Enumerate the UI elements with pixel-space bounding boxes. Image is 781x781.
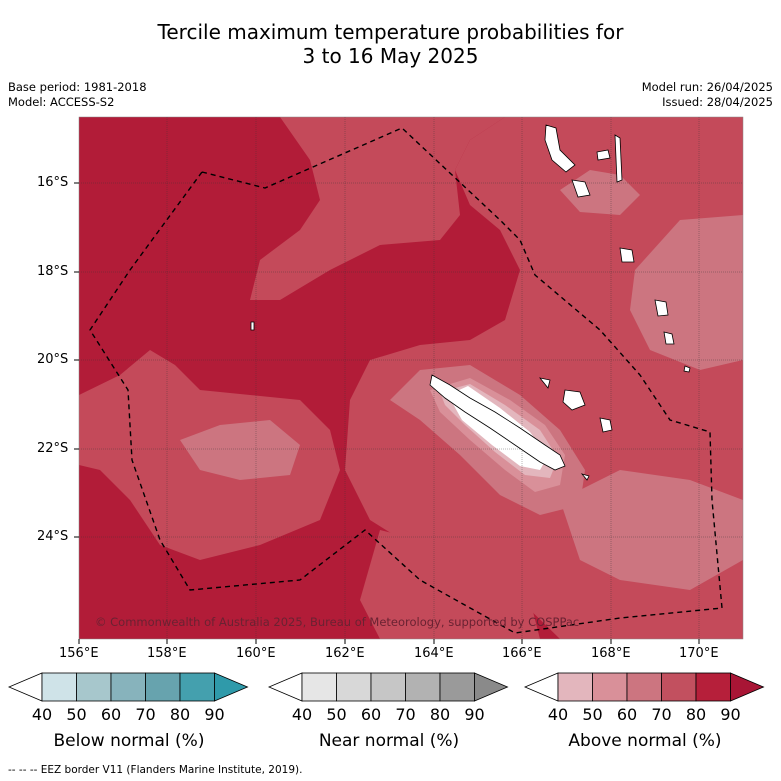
vanuatu-efate	[614, 134, 623, 183]
model-name: Model: ACCESS-S2	[8, 95, 115, 109]
vanuatu-tanna	[619, 247, 635, 263]
lat-tick: 24°S	[37, 529, 69, 544]
near-normal-label: Near normal (%)	[318, 731, 460, 751]
near-normal-colorbar-tick: 60	[360, 705, 382, 724]
vanuatu-islands	[596, 149, 611, 161]
map-title-line1: Tercile maximum temperature probabilitie…	[157, 20, 624, 44]
below-normal-colorbar-tick: 40	[31, 705, 53, 724]
above-normal-colorbar-segment	[626, 672, 662, 702]
lat-tick: 22°S	[37, 441, 69, 456]
below-normal-colorbar-segment	[145, 672, 181, 702]
near-normal-colorbar-tick: 80	[429, 705, 451, 724]
above-normal-colorbar-segment	[695, 672, 731, 702]
copyright-credit: © Commonwealth of Australia 2025, Bureau…	[95, 615, 580, 629]
base-period: Base period: 1981-2018	[8, 80, 147, 94]
lon-tick: 164°E	[414, 646, 454, 661]
lon-tick: 166°E	[502, 646, 542, 661]
below-normal-colorbar-segment	[76, 672, 112, 702]
zone-70-south	[360, 530, 540, 639]
loyalty-islands	[562, 389, 586, 411]
vanuatu-south	[654, 299, 669, 317]
lon-tick: 168°E	[591, 646, 631, 661]
below-normal-colorbar-min-arrow	[7, 672, 43, 702]
below-normal-colorbar-tick: 80	[169, 705, 191, 724]
islet-2	[580, 473, 590, 481]
near-normal-colorbar-tick: 90	[464, 705, 485, 724]
zone-60-southeast	[560, 470, 743, 590]
lat-tick: 20°S	[37, 352, 69, 367]
above-normal-colorbar-tick: 60	[616, 705, 638, 724]
zone-70-north	[250, 117, 505, 300]
new-caledonia-island	[429, 374, 566, 471]
near-normal-colorbar-tick: 70	[395, 705, 416, 724]
above-normal-colorbar-tick: 70	[651, 705, 672, 724]
near-normal-colorbar-tick: 50	[326, 705, 347, 724]
near-normal-colorbar-segment	[405, 672, 441, 702]
above-normal-colorbar-tick: 90	[720, 705, 741, 724]
tick-marks	[74, 182, 700, 644]
above-normal-colorbar-segment	[592, 672, 628, 702]
vanuatu-malekula	[571, 179, 591, 198]
above-normal-colorbar-tick: 40	[547, 705, 569, 724]
map-title-line2: 3 to 16 May 2025	[302, 44, 479, 68]
near-normal-colorbar-segment	[301, 672, 337, 702]
lon-tick: 158°E	[147, 646, 187, 661]
below-normal-colorbar-segment	[41, 672, 77, 702]
lat-tick: 16°S	[37, 175, 69, 190]
near-normal-colorbar-segment	[439, 672, 475, 702]
below-normal-colorbar-tick: 90	[204, 705, 225, 724]
near-normal-colorbar-segment	[336, 672, 372, 702]
colorbars	[7, 672, 765, 702]
zone-60-west	[180, 420, 300, 480]
lon-tick: 170°E	[679, 646, 719, 661]
lat-tick: 18°S	[37, 264, 69, 279]
coastlines	[250, 124, 691, 481]
islet-1	[539, 377, 551, 389]
below-normal-colorbar-tick: 50	[66, 705, 87, 724]
near-normal-colorbar-segment	[370, 672, 406, 702]
below-normal-colorbar-max-arrow	[214, 672, 249, 702]
chesterfield-islet	[250, 321, 255, 331]
above-normal-colorbar-max-arrow	[730, 672, 765, 702]
eez-legend-note: -- -- -- EEZ border V11 (Flanders Marine…	[8, 764, 303, 776]
near-normal-colorbar-min-arrow	[267, 672, 303, 702]
near-normal-colorbar-max-arrow	[474, 672, 509, 702]
issued-date: Issued: 28/04/2025	[662, 95, 773, 109]
below-normal-colorbar-tick: 60	[100, 705, 122, 724]
lon-tick: 162°E	[325, 646, 365, 661]
above-normal-label: Above normal (%)	[568, 731, 722, 751]
islet-3	[663, 331, 675, 345]
below-normal-label: Below normal (%)	[53, 731, 205, 751]
above-normal-colorbar-tick: 50	[582, 705, 603, 724]
below-normal-colorbar-tick: 70	[135, 705, 156, 724]
loyalty-islands-2	[599, 417, 613, 433]
lon-tick: 156°E	[59, 646, 99, 661]
islet-4	[683, 365, 691, 373]
lon-tick: 160°E	[236, 646, 276, 661]
above-normal-colorbar-min-arrow	[523, 672, 559, 702]
probability-field	[79, 117, 743, 639]
below-normal-colorbar-segment	[179, 672, 215, 702]
above-normal-colorbar-segment	[661, 672, 697, 702]
above-normal-colorbar-segment	[557, 672, 593, 702]
vanuatu-espiritu	[544, 124, 576, 173]
model-run: Model run: 26/04/2025	[641, 80, 773, 94]
zone-60-east	[630, 215, 743, 370]
eez-border	[89, 127, 723, 634]
below-normal-colorbar-segment	[110, 672, 146, 702]
above-normal-colorbar-tick: 80	[685, 705, 707, 724]
near-normal-colorbar-tick: 40	[291, 705, 313, 724]
